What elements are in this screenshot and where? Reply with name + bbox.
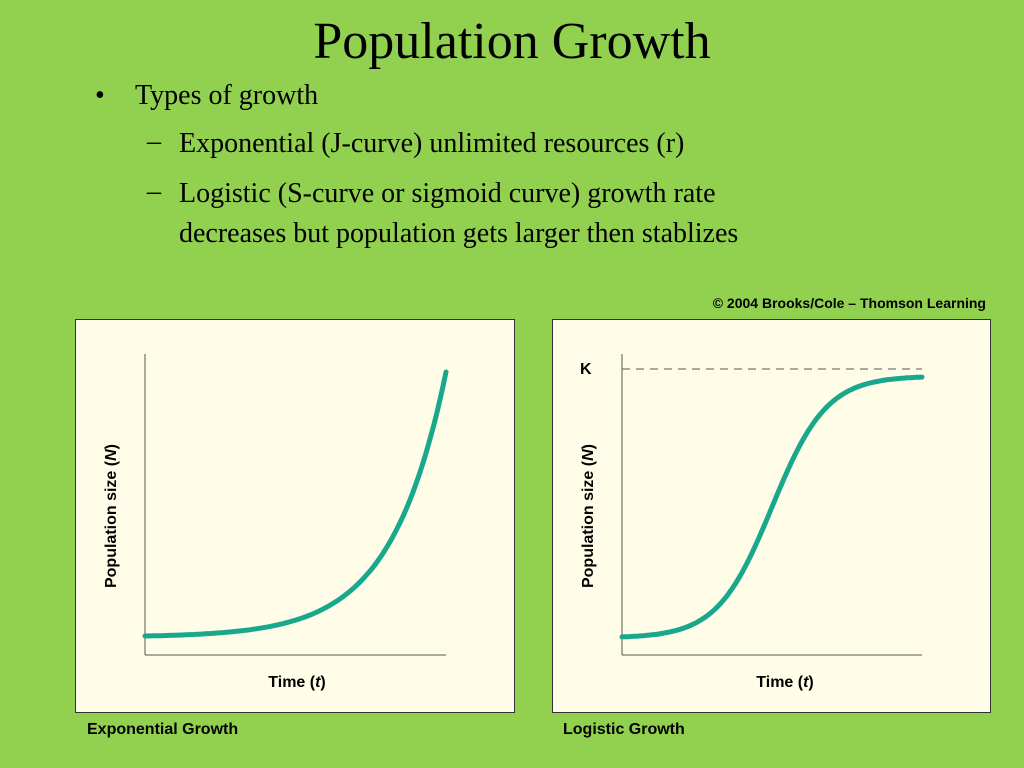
logistic-graph	[619, 354, 925, 656]
bullet-types-of-growth: • Types of growth	[95, 78, 975, 114]
carrying-capacity-label: K	[580, 361, 592, 378]
dash-icon: –	[147, 176, 161, 207]
exponential-graph-panel: Population size (N) Time (t)	[75, 319, 515, 713]
exponential-caption: Exponential Growth	[87, 721, 239, 738]
y-axis-label: Population size (N)	[103, 443, 120, 589]
bullet-text: Types of growth	[135, 80, 319, 111]
bullet-list: • Types of growth – Exponential (J-curve…	[95, 78, 975, 254]
y-axis-label: Population size (N)	[580, 443, 597, 589]
bullet-text: Logistic (S-curve or sigmoid curve) grow…	[179, 178, 716, 209]
exponential-curve	[142, 369, 449, 639]
bullet-dot-icon: •	[95, 80, 105, 111]
bullet-exponential: – Exponential (J-curve) unlimited resour…	[95, 124, 975, 164]
x-axis-label: Time (t)	[268, 674, 326, 691]
logistic-graph-panel: K Population size (N) Time (t)	[552, 319, 991, 713]
x-axis-label: Time (t)	[756, 674, 814, 691]
bullet-text-continued: decreases but population gets larger the…	[179, 218, 739, 249]
bullet-text: Exponential (J-curve) unlimited resource…	[179, 128, 685, 159]
slide-title: Population Growth	[313, 13, 711, 70]
exponential-graph	[142, 354, 449, 656]
bullet-logistic: – Logistic (S-curve or sigmoid curve) gr…	[95, 174, 975, 254]
logistic-curve	[619, 374, 925, 640]
logistic-caption: Logistic Growth	[563, 721, 685, 738]
dash-icon: –	[147, 126, 161, 157]
copyright-notice: © 2004 Brooks/Cole – Thomson Learning	[712, 295, 986, 311]
